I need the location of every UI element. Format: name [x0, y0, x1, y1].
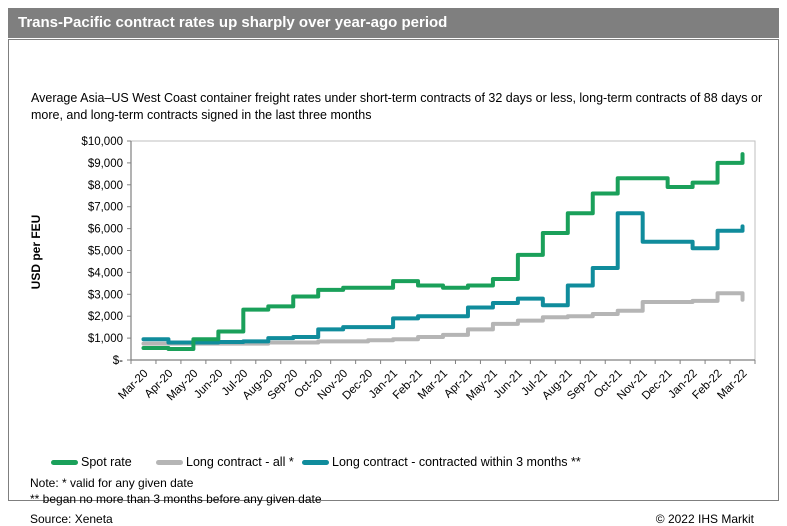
y-tick-label: $2,000 — [88, 311, 123, 323]
spot-rate-line — [141, 152, 745, 352]
long-contract-3mo-swatch — [302, 459, 329, 465]
legend-item-long-contract-all: Long contract - all * — [156, 452, 294, 472]
copyright-note: © 2022 IHS Markit — [655, 512, 754, 526]
rates-line-chart: $- $1,000 $2,000 $3,000 $4,000 $5,000 $6,000 $7… — [81, 136, 756, 403]
y-tick-label: $1,000 — [88, 333, 123, 345]
chart-card: Average Asia–US West Coast container fre… — [8, 39, 779, 526]
footnote-line-1: Note: * valid for any given date — [30, 476, 194, 490]
legend-item-long-contract-3mo: Long contract - contracted within 3 mont… — [302, 452, 581, 472]
report-page: { "header": { "title": "Trans-Pacific co… — [8, 8, 779, 526]
legend-label: Long contract - all * — [186, 455, 294, 469]
y-tick-label: $6,000 — [88, 224, 123, 236]
long-contract-all-swatch — [156, 459, 183, 465]
footnote-line-2: ** began no more than 3 months before an… — [30, 491, 322, 506]
legend-label: Spot rate — [81, 455, 132, 469]
y-tick-label: $8,000 — [88, 180, 123, 192]
y-tick-label: $- — [113, 355, 123, 367]
legend-label: Long contract - contracted within 3 mont… — [332, 455, 581, 469]
plot-border — [130, 140, 756, 361]
footnotes: Note: * valid for any given date ** bega… — [30, 476, 322, 507]
chart-legend: Spot rate Long contract - all * Long con… — [9, 452, 787, 472]
x-tick-label: Mar-20 — [116, 368, 150, 402]
y-tick-label: $10,000 — [81, 136, 123, 148]
y-tick-label: $4,000 — [88, 267, 123, 279]
y-tick-label: $3,000 — [88, 289, 123, 301]
y-tick-label: $5,000 — [88, 246, 123, 258]
x-tick-label: Jun-20 — [192, 368, 225, 401]
page-title: Trans-Pacific contract rates up sharply … — [8, 8, 779, 38]
long-contract-contracted-within-3-months-line — [141, 211, 745, 345]
spot-rate-swatch — [51, 459, 78, 465]
long-contract-all-line — [141, 291, 745, 346]
y-tick-label: $7,000 — [88, 202, 123, 214]
y-tick-label: $9,000 — [88, 158, 123, 170]
source-note: Source: Xeneta — [30, 512, 113, 526]
chart-subtitle: Average Asia–US West Coast container fre… — [31, 91, 763, 122]
legend-item-spot-rate: Spot rate — [51, 452, 132, 472]
x-tick-label: Jun-21 — [492, 368, 525, 401]
